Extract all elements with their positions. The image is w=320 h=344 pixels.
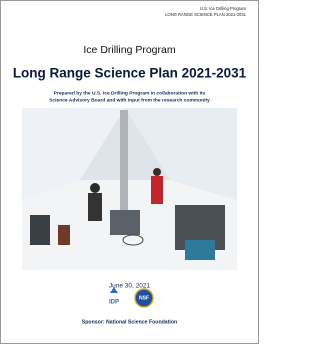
program-title: Ice Drilling Program: [83, 44, 175, 56]
nsf-logo: NSF: [135, 289, 153, 307]
page: U.S. Ice Drilling Program LONG RANGE SCI…: [0, 0, 320, 344]
subtitle-line: Prepared by the U.S. Ice Drilling Progra…: [54, 90, 206, 96]
cover-photo: [22, 108, 237, 270]
plan-title: Long Range Science Plan 2021-2031: [13, 66, 247, 81]
cover: U.S. Ice Drilling Program LONG RANGE SCI…: [0, 0, 259, 344]
sponsor: Sponsor: National Science Foundation: [82, 319, 177, 325]
logo-text: NSF: [139, 295, 149, 301]
header-line: LONG RANGE SCIENCE PLAN 2021-2031: [165, 12, 247, 17]
header-line: U.S. Ice Drilling Program: [200, 6, 247, 11]
logo-text: IDP: [109, 300, 119, 306]
subtitle-line: Science Advisory Board and with input fr…: [49, 97, 210, 103]
